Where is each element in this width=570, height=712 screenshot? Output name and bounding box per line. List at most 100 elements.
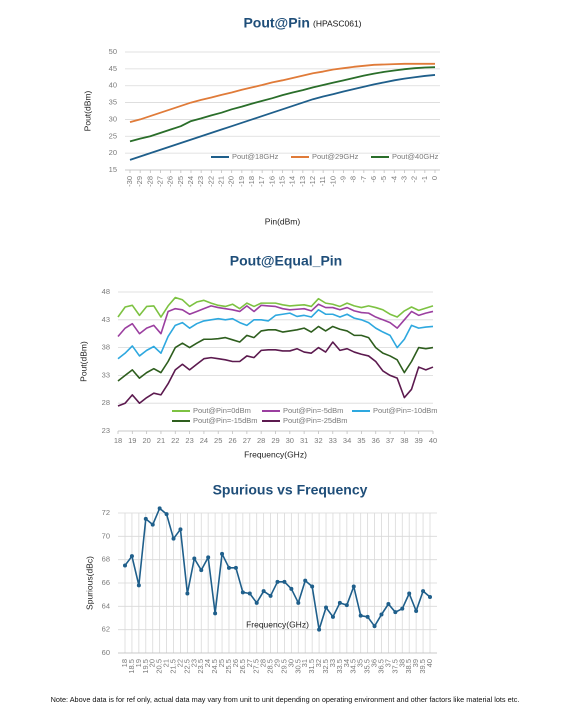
x-tick-label: 29 [272, 659, 281, 667]
point [143, 516, 148, 521]
x-tick-label: 21.5 [169, 659, 178, 674]
point [206, 555, 211, 560]
x-tick-label: 23 [189, 659, 198, 667]
x-tick-label: 26.5 [238, 659, 247, 674]
x-tick-label: 35 [356, 659, 365, 667]
x-tick-label: 24 [203, 659, 212, 667]
y-tick-label: 40 [109, 81, 117, 90]
point [414, 609, 419, 613]
point [275, 579, 280, 584]
x-tick-label: 32 [314, 659, 323, 667]
point [421, 589, 426, 594]
x-tick-label: 27.5 [252, 659, 261, 674]
x-tick-label: 23 [185, 436, 193, 445]
x-tick-label: 22 [175, 659, 184, 667]
x-tick-label: 23.5 [196, 659, 205, 674]
y-tick-label: 35 [109, 98, 117, 107]
y-tick-label: 20 [109, 148, 117, 157]
point [337, 600, 342, 605]
series-line [129, 62, 435, 123]
x-tick-label: 30 [286, 659, 295, 667]
point [240, 590, 245, 595]
point [393, 610, 398, 615]
x-tick-label: 18 [120, 659, 129, 667]
x-tick-label: 39.5 [418, 659, 427, 674]
point [310, 584, 315, 589]
point [178, 527, 183, 532]
y-tick-label: 43 [102, 315, 110, 324]
x-tick-label: 37 [383, 659, 392, 667]
x-tick-label: 22 [171, 436, 179, 445]
point [407, 591, 412, 596]
x-tick-label: 36.5 [376, 659, 385, 674]
point [199, 568, 204, 573]
x-tick-label: 20.5 [155, 659, 164, 674]
y-tick-label: 23 [102, 426, 110, 435]
point [317, 627, 322, 632]
y-tick-label: 33 [102, 370, 110, 379]
x-tick-label: 20 [142, 436, 150, 445]
x-tick-label: 36 [370, 659, 379, 667]
x-tick-label: 29 [271, 436, 279, 445]
point [344, 603, 349, 608]
legend-label: Pout@Pin=-5dBm [283, 406, 343, 415]
chart-subtitle: (HPASC061) [313, 18, 362, 28]
x-tick-label: -6 [369, 176, 378, 183]
x-tick-label: 19 [134, 659, 143, 667]
x-tick-label: 31 [300, 659, 309, 667]
point [213, 611, 218, 616]
point [247, 591, 252, 596]
point [261, 589, 266, 594]
point [289, 586, 294, 591]
point [171, 536, 176, 541]
x-tick-label: -13 [298, 176, 307, 187]
y-tick-label: 48 [102, 287, 110, 296]
y-tick-label: 72 [102, 508, 110, 517]
x-tick-label: 39 [411, 659, 420, 667]
x-tick-label: -18 [247, 176, 256, 187]
legend-label: Pout@Pin=0dBm [193, 406, 251, 415]
legend-label: Pout@Pin=-25dBm [283, 416, 348, 425]
point [268, 593, 273, 598]
point [233, 565, 238, 570]
x-tick-label: 31 [300, 436, 308, 445]
x-tick-label: -4 [389, 176, 398, 183]
y-tick-label: 62 [102, 625, 110, 634]
point [386, 602, 391, 606]
x-tick-label: 25.5 [224, 659, 233, 674]
x-tick-label: -20 [227, 176, 236, 187]
y-tick-label: 45 [109, 64, 117, 73]
x-axis-label: Frequency(GHz) [246, 619, 309, 629]
y-tick-label: 60 [102, 648, 110, 657]
x-tick-label: 20 [148, 659, 157, 667]
point [136, 583, 141, 588]
x-tick-label: 24 [200, 436, 208, 445]
point [358, 613, 363, 618]
series-line [129, 74, 436, 161]
x-tick-label: 38 [400, 436, 408, 445]
x-tick-label: -1 [420, 176, 429, 183]
series-line [117, 325, 434, 382]
x-tick-label: 26 [228, 436, 236, 445]
x-tick-label: 33.5 [335, 659, 344, 674]
x-tick-label: 34 [342, 659, 351, 667]
y-axis-label: Pout(dBm) [82, 91, 92, 132]
point [226, 565, 231, 570]
legend-label: Pout@Pin=-10dBm [373, 406, 438, 415]
point [164, 512, 169, 517]
y-tick-label: 15 [109, 165, 117, 174]
note: Note: Above data is for ref only, actual… [51, 695, 520, 704]
x-tick-label: 34.5 [349, 659, 358, 674]
series-line [117, 296, 434, 318]
x-tick-label: 22.5 [182, 659, 191, 674]
series-line [117, 303, 434, 338]
x-tick-label: 33 [328, 659, 337, 667]
point [324, 605, 329, 610]
x-tick-label: -11 [318, 176, 327, 186]
x-tick-label: 28 [259, 659, 268, 667]
legend-label: Pout@29GHz [312, 152, 359, 161]
legend-label: Pout@Pin=-15dBm [193, 416, 258, 425]
y-tick-label: 25 [109, 131, 117, 140]
x-tick-label: -24 [186, 176, 195, 187]
